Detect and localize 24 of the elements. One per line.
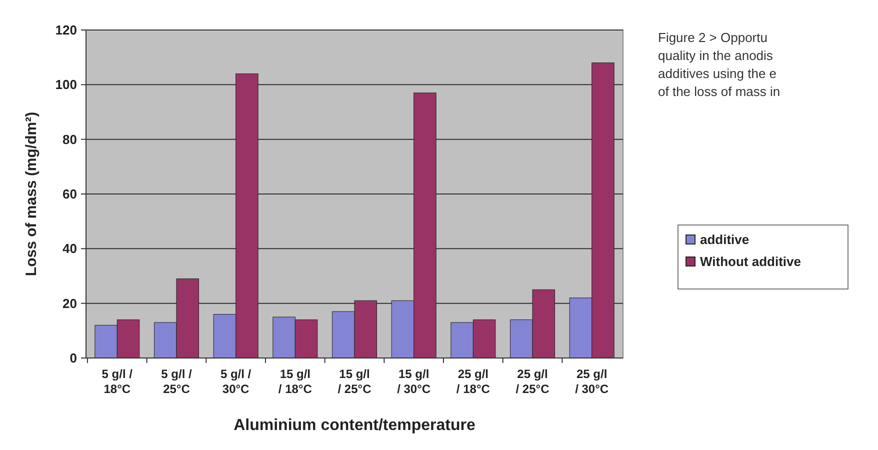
legend-label: Without additive [700, 254, 801, 269]
y-axis-title: Loss of mass (mg/dm²) [23, 112, 40, 276]
x-tick-label: 5 g/l / 18°C [102, 367, 134, 396]
x-tick-label: 5 g/l / 30°C [220, 367, 252, 396]
x-tick-label: 25 g/l / 18°C [456, 367, 490, 396]
y-tick-label: 40 [62, 241, 77, 256]
legend-label: additive [700, 232, 750, 247]
text: quality in the anodis [658, 48, 774, 63]
y-tick-label: 0 [70, 350, 77, 366]
y-tick-label: 20 [62, 296, 77, 311]
x-tick-label: 25 g/l / 25°C [516, 367, 550, 396]
y-tick-label: 100 [55, 77, 77, 92]
y-tick-label: 120 [55, 22, 77, 38]
y-tick-label: 80 [62, 132, 77, 147]
x-tick-label: 15 g/l / 18°C [278, 367, 312, 396]
y-tick-label: 60 [62, 186, 77, 202]
text: additives using the e [658, 66, 777, 81]
x-axis-title: Aluminium content/temperature [234, 417, 476, 434]
x-tick-label: 15 g/l / 25°C [338, 367, 372, 396]
text: of the loss of mass in [658, 84, 780, 99]
x-tick-label: 15 g/l / 30°C [397, 367, 431, 396]
x-tick-label: 5 g/l / 25°C [161, 367, 192, 396]
caption: Figure 2 > Opportu [658, 30, 768, 45]
x-tick-label: 25 g/l / 30°C [575, 367, 609, 396]
